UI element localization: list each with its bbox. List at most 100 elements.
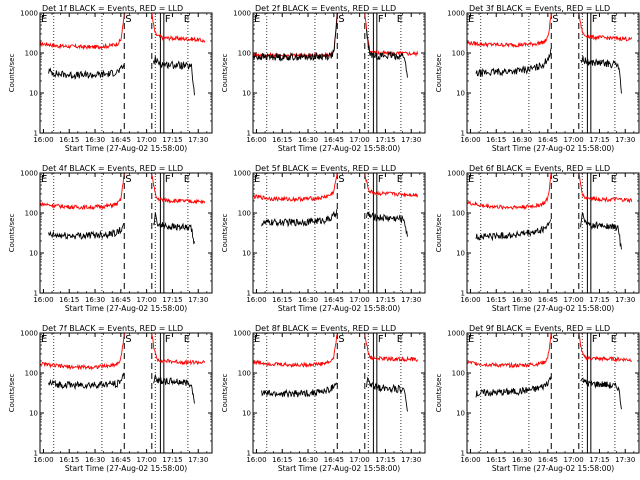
phase-marker-label: F	[592, 14, 598, 25]
y-tick-label: 10	[242, 90, 251, 98]
chart-panel-2: Det 2f BLACK = Events, RED = LLD Counts/s…	[221, 4, 426, 153]
plot-frame	[39, 12, 213, 134]
x-tick-label: 17:15	[162, 456, 182, 464]
y-tick-label: 1	[34, 290, 38, 298]
x-tick-label: 16:00	[33, 296, 53, 304]
y-tick-label: 10	[29, 410, 38, 418]
x-tick-label: 17:15	[162, 296, 182, 304]
x-tick-label: 16:30	[512, 296, 532, 304]
events-trace-black	[580, 55, 622, 94]
events-trace-black	[48, 372, 125, 391]
plot-frame	[39, 172, 213, 294]
y-axis-label: Counts/sec	[8, 374, 16, 413]
phase-marker-label: F	[378, 334, 384, 345]
y-tick-label: 1000	[447, 170, 465, 178]
events-trace-black	[366, 211, 408, 237]
x-tick-label: 17:15	[375, 456, 395, 464]
x-tick-label: 16:45	[538, 296, 558, 304]
chart-title: Det 1f BLACK = Events, RED = LLD	[42, 4, 183, 13]
x-tick-label: 17:15	[162, 136, 182, 144]
x-tick-label: 16:45	[538, 136, 558, 144]
chart-title: Det 7f BLACK = Events, RED = LLD	[42, 324, 183, 333]
chart-title: Det 2f BLACK = Events, RED = LLD	[255, 4, 396, 13]
chart-title: Det 5f BLACK = Events, RED = LLD	[255, 164, 396, 173]
trace-group	[467, 13, 633, 94]
chart-panel-7: Det 7f BLACK = Events, RED = LLD Counts/s…	[8, 324, 213, 473]
y-tick-label: 1000	[447, 330, 465, 338]
lld-trace-red	[364, 13, 419, 58]
trace-group	[40, 333, 206, 404]
chart-title: Det 9f BLACK = Events, RED = LLD	[469, 324, 610, 333]
x-tick-label: 16:00	[460, 136, 480, 144]
x-tick-label: 16:30	[512, 456, 532, 464]
y-tick-label: 1	[34, 450, 38, 458]
y-tick-label: 1000	[233, 10, 251, 18]
lld-trace-red	[364, 334, 419, 363]
y-tick-label: 100	[452, 370, 465, 378]
y-tick-label: 10	[29, 90, 38, 98]
chart-panel-9: Det 9f BLACK = Events, RED = LLD Counts/s…	[435, 324, 640, 473]
y-tick-label: 100	[452, 50, 465, 58]
x-tick-label: 17:30	[188, 456, 208, 464]
events-trace-black	[475, 48, 552, 77]
phase-marker-label: S	[552, 334, 558, 345]
trace-group	[253, 13, 419, 78]
phase-marker-label: F	[165, 334, 171, 345]
lld-trace-red	[467, 13, 552, 49]
y-axis-label: Counts/sec	[221, 214, 229, 253]
chart-panel-3: Det 3f BLACK = Events, RED = LLD Counts/s…	[435, 4, 640, 153]
phase-marker-label: E	[184, 14, 190, 25]
lld-trace-red	[253, 13, 338, 60]
x-axis-label: Start Time (27-Aug-02 15:58:00)	[492, 464, 614, 473]
x-tick-label: 16:45	[324, 296, 344, 304]
x-axis-label: Start Time (27-Aug-02 15:58:00)	[492, 144, 614, 153]
lld-trace-red	[151, 174, 206, 205]
y-tick-label: 1	[34, 130, 38, 138]
y-axis-label: Counts/sec	[8, 214, 16, 253]
x-tick-label: 17:30	[401, 456, 421, 464]
y-tick-label: 100	[238, 50, 251, 58]
x-tick-label: 17:30	[615, 136, 635, 144]
x-tick-label: 17:15	[589, 296, 609, 304]
y-axis-label: Counts/sec	[435, 214, 443, 253]
phase-marker-label: S	[125, 334, 131, 345]
x-tick-label: 17:00	[350, 296, 370, 304]
plot-frame	[252, 332, 426, 454]
x-tick-label: 17:15	[375, 136, 395, 144]
chart-title: Det 8f BLACK = Events, RED = LLD	[255, 324, 396, 333]
x-tick-label: 17:30	[615, 456, 635, 464]
y-axis-label: Counts/sec	[8, 54, 16, 93]
x-tick-label: 16:00	[460, 296, 480, 304]
phase-marker-label: F	[165, 174, 171, 185]
x-tick-label: 16:00	[246, 456, 266, 464]
phase-marker-label: S	[338, 334, 344, 345]
phase-marker-label: E	[41, 334, 47, 345]
y-tick-label: 100	[238, 210, 251, 218]
x-tick-label: 17:00	[350, 456, 370, 464]
chart-panel-5: Det 5f BLACK = Events, RED = LLD Counts/s…	[221, 164, 426, 313]
lld-trace-red	[151, 333, 206, 366]
trace-group	[253, 334, 419, 412]
chart-panel-8: Det 8f BLACK = Events, RED = LLD Counts/s…	[221, 324, 426, 473]
x-tick-label: 16:30	[512, 136, 532, 144]
lld-trace-red	[578, 333, 633, 363]
lld-trace-red	[253, 173, 338, 203]
x-tick-label: 16:00	[460, 456, 480, 464]
events-trace-black	[580, 212, 622, 250]
y-tick-label: 1000	[233, 330, 251, 338]
lld-trace-red	[467, 173, 552, 211]
phase-marker-label: E	[611, 174, 617, 185]
x-axis-label: Start Time (27-Aug-02 15:58:00)	[65, 464, 187, 473]
lld-trace-red	[151, 13, 206, 44]
events-trace-black	[48, 222, 125, 240]
x-tick-label: 16:15	[59, 296, 79, 304]
x-tick-label: 16:45	[324, 136, 344, 144]
y-tick-label: 100	[25, 50, 38, 58]
phase-marker-label: F	[592, 334, 598, 345]
phase-marker-label: E	[468, 334, 474, 345]
events-trace-black	[48, 63, 125, 80]
x-tick-label: 17:30	[401, 136, 421, 144]
y-tick-label: 10	[29, 250, 38, 258]
events-trace-black	[475, 376, 552, 398]
phase-marker-label: F	[378, 174, 384, 185]
